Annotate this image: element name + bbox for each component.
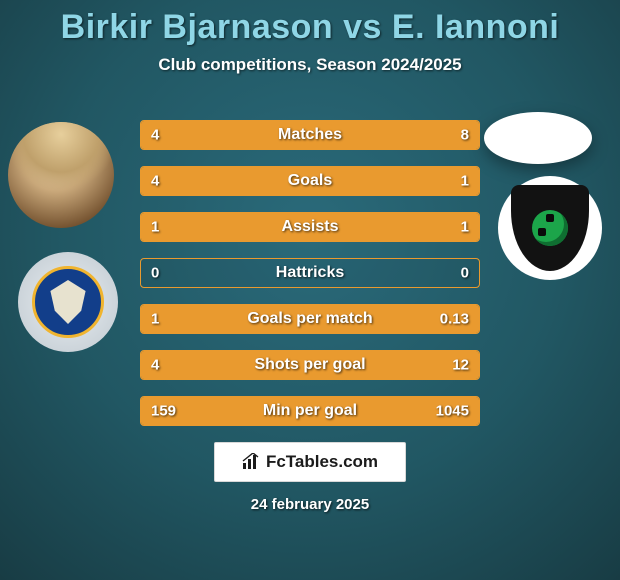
stat-value-right: 12 [452,357,469,374]
stat-row: 4 12 Shots per goal [140,350,480,380]
stat-value-right: 0.13 [440,311,469,328]
stat-row: 0 0 Hattricks [140,258,480,288]
stat-value-left: 4 [151,357,159,374]
crest2-ball-icon [532,210,568,246]
stat-value-right: 1 [461,173,469,190]
crest2-shield [511,185,589,271]
stat-value-right: 1 [461,219,469,236]
brand-text: FcTables.com [266,452,378,472]
stat-row: 1 1 Assists [140,212,480,242]
player1-avatar [8,122,114,228]
stat-label: Matches [278,126,342,144]
player1-club-crest [18,252,118,352]
stat-row: 1 0.13 Goals per match [140,304,480,334]
stat-label: Hattricks [276,264,344,282]
stat-label: Goals [288,172,332,190]
player2-avatar [484,112,592,164]
title-player1: Birkir Bjarnason [61,8,334,46]
stat-value-left: 1 [151,219,159,236]
stat-label: Shots per goal [254,356,365,374]
stat-value-left: 159 [151,403,176,420]
stat-value-right: 0 [461,265,469,282]
crest1-emblem-icon [46,280,90,324]
title-player2: E. Iannoni [392,8,559,46]
stat-value-right: 1045 [436,403,469,420]
title-vs: vs [333,8,392,46]
brand-chart-icon [242,453,260,471]
stat-value-left: 4 [151,127,159,144]
stat-value-left: 1 [151,311,159,328]
page-title: Birkir Bjarnason vs E. Iannoni [0,0,620,47]
stat-label: Assists [282,218,339,236]
stat-row: 159 1045 Min per goal [140,396,480,426]
stats-comparison: 4 8 Matches 4 1 Goals 1 1 Assists 0 0 Hattricks 1 0.1… [140,120,480,442]
stat-value-left: 4 [151,173,159,190]
player2-club-crest [498,176,602,280]
crest1-shield [32,266,104,338]
stat-value-left: 0 [151,265,159,282]
stat-label: Min per goal [263,402,357,420]
stat-row: 4 1 Goals [140,166,480,196]
stat-value-right: 8 [461,127,469,144]
subtitle: Club competitions, Season 2024/2025 [0,55,620,75]
stat-row: 4 8 Matches [140,120,480,150]
brand-badge[interactable]: FcTables.com [214,442,406,482]
stat-label: Goals per match [247,310,372,328]
footer-date: 24 february 2025 [251,496,369,513]
stat-fill-left [141,167,411,195]
